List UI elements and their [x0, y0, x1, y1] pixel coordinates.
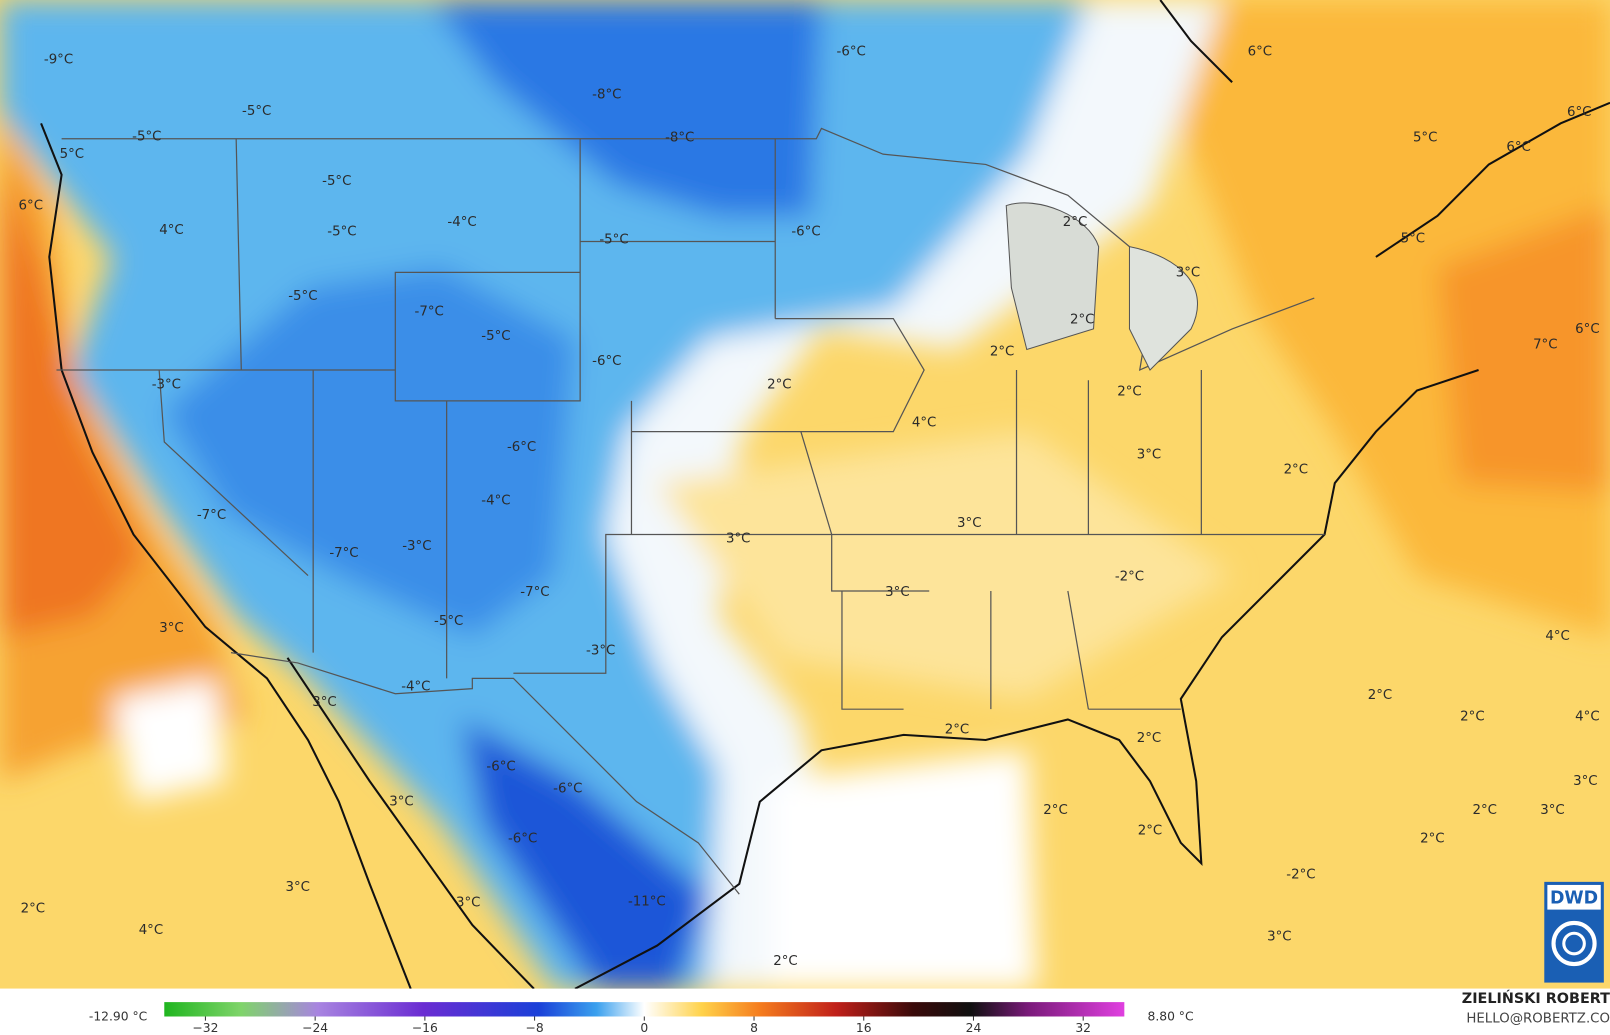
temperature-label: 3°C: [1137, 447, 1161, 462]
temperature-label: -5°C: [288, 289, 317, 304]
colorbar-tick-label: 16: [856, 1021, 872, 1035]
great-lakes: [1005, 202, 1100, 351]
temperature-label: 4°C: [139, 923, 163, 938]
temperature-label: 5°C: [1413, 131, 1437, 146]
temperature-label: 3°C: [726, 532, 750, 547]
temperature-label: -6°C: [791, 224, 820, 239]
temperature-label: 3°C: [389, 795, 413, 810]
temperature-label: 2°C: [21, 902, 45, 917]
temperature-label: 2°C: [1472, 803, 1496, 818]
temperature-label: 2°C: [1137, 731, 1161, 746]
temperature-label: 6°C: [1567, 105, 1591, 120]
temperature-label: 3°C: [1540, 803, 1564, 818]
temperature-label: 2°C: [945, 723, 969, 738]
temperature-label: 3°C: [456, 895, 480, 910]
temperature-label: 3°C: [1267, 929, 1291, 944]
temperature-label: -6°C: [486, 760, 515, 775]
temperature-label: -7°C: [415, 304, 444, 319]
temperature-label: -11°C: [628, 894, 666, 909]
logo-text: DWD: [1550, 888, 1598, 908]
temperature-label: -3°C: [402, 539, 431, 554]
temperature-label: -5°C: [327, 224, 356, 239]
temperature-label: -2°C: [1286, 868, 1315, 883]
temperature-label: 2°C: [1138, 823, 1162, 838]
temperature-label: 3°C: [957, 516, 981, 531]
colorbar-tick-label: 8: [750, 1021, 758, 1035]
temperature-label: 2°C: [1070, 313, 1094, 328]
temperature-label: 2°C: [1063, 215, 1087, 230]
colorbar: [164, 1002, 1125, 1017]
colorbar-tick-label: −24: [302, 1021, 328, 1035]
temperature-label: 6°C: [1248, 44, 1272, 59]
temperature-label: -5°C: [481, 329, 510, 344]
temperature-label: 4°C: [1545, 629, 1569, 644]
colorbar-tick-label: 0: [640, 1021, 648, 1035]
credit-email: HELLO@ROBERTZ.CO: [1466, 1012, 1610, 1027]
temperature-label: 3°C: [286, 880, 310, 895]
temperature-label: -7°C: [329, 546, 358, 561]
temperature-label: 2°C: [1368, 688, 1392, 703]
temperature-label: -7°C: [520, 585, 549, 600]
temperature-label: 3°C: [1176, 265, 1200, 280]
temperature-label: 2°C: [1043, 803, 1067, 818]
temperature-label: -5°C: [434, 614, 463, 629]
temperature-label: 2°C: [990, 345, 1014, 360]
temperature-label: -4°C: [401, 680, 430, 695]
temperature-label: -9°C: [44, 53, 73, 68]
temperature-label: -5°C: [132, 130, 161, 145]
colorbar-tick-label: 24: [966, 1021, 982, 1035]
temperature-label: -4°C: [447, 215, 476, 230]
temperature-label: 4°C: [159, 223, 183, 238]
temperature-label: -8°C: [665, 131, 694, 146]
temperature-label: 2°C: [1420, 832, 1444, 847]
dwd-logo: DWD: [1544, 881, 1604, 983]
temperature-label: 3°C: [1573, 774, 1597, 789]
temperature-label: 3°C: [312, 695, 336, 710]
temperature-label: -6°C: [553, 781, 582, 796]
temperature-label: -5°C: [599, 232, 628, 247]
temperature-label: 4°C: [912, 415, 936, 430]
temperature-label: 7°C: [1533, 337, 1557, 352]
temperature-label: 2°C: [767, 377, 791, 392]
temperature-label: 2°C: [1117, 385, 1141, 400]
colorbar-max: 8.80 °C: [1148, 1010, 1194, 1024]
temperature-label: -3°C: [586, 644, 615, 659]
temperature-label: 5°C: [60, 147, 84, 162]
temperature-label: -6°C: [507, 440, 536, 455]
temperature-label: -5°C: [322, 174, 351, 189]
colorbar-tick-label: −32: [192, 1021, 218, 1035]
temperature-label: -3°C: [152, 377, 181, 392]
colorbar-min: -12.90 °C: [89, 1010, 147, 1024]
temperature-label: -4°C: [481, 494, 510, 509]
credit-name: ZIELIŃSKI ROBERT: [1462, 989, 1610, 1007]
temperature-label: 2°C: [773, 954, 797, 969]
colorbar-tick-label: −16: [412, 1021, 438, 1035]
temperature-label: 5°C: [1401, 231, 1425, 246]
temperature-label: 6°C: [1575, 322, 1599, 337]
temperature-label: 3°C: [159, 621, 183, 636]
temperature-label: -7°C: [197, 508, 226, 523]
temperature-label: -5°C: [242, 104, 271, 119]
great-lakes: [1128, 246, 1198, 371]
colorbar-tick-label: 32: [1075, 1021, 1091, 1035]
borders: [56, 127, 1325, 895]
map-labels: -9°C -5°C -5°C 5°C 6°C 4°C -5°C -4°C -5°C -5°C -7°…: [19, 44, 1600, 969]
temperature-label: 2°C: [1460, 709, 1484, 724]
temperature-label: -8°C: [592, 88, 621, 103]
colorbar-tick-label: −8: [526, 1021, 544, 1035]
temperature-label: -2°C: [1115, 570, 1144, 585]
temperature-label: 4°C: [1575, 709, 1599, 724]
temperature-label: 2°C: [1284, 463, 1308, 478]
coastlines: [40, 0, 1610, 989]
temperature-label: -6°C: [592, 354, 621, 369]
temperature-label: 6°C: [19, 199, 43, 214]
map-field: [0, 0, 1610, 989]
temperature-label: -6°C: [508, 832, 537, 847]
temperature-label: 6°C: [1506, 140, 1530, 155]
temperature-label: -6°C: [837, 44, 866, 59]
temperature-label: 3°C: [885, 585, 909, 600]
